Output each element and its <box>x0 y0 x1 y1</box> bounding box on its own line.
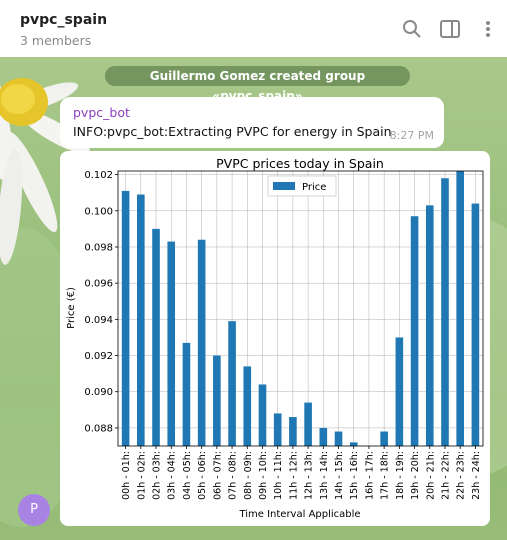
chat-area: Guillermo Gomez created group «pvpc_spai… <box>0 57 507 540</box>
bar <box>319 427 328 446</box>
legend-label: Price <box>302 182 326 193</box>
y-axis-label: Price (€) <box>66 287 77 329</box>
bar <box>273 413 282 446</box>
legend-swatch <box>273 182 295 190</box>
pvpc-chart: PVPC prices today in Spain 0.088 0.090 0.0… <box>66 156 484 520</box>
bar <box>152 228 160 446</box>
x-tick-label: 08h - 09h: <box>243 451 254 500</box>
x-tick-label: 22h - 23h: <box>456 451 467 500</box>
x-tick-label: 03h - 04h: <box>167 451 178 500</box>
x-tick-label: 10h - 11h: <box>273 451 284 500</box>
x-tick-label: 00h - 01h: <box>121 451 132 500</box>
x-tick-label: 17h - 18h: <box>380 451 391 500</box>
x-tick-label: 13h - 14h: <box>319 451 330 500</box>
x-tick-label: 06h - 07h: <box>212 451 223 500</box>
x-tick-label: 23h - 24h: <box>471 451 482 500</box>
y-tick-label: 0.100 <box>84 206 113 217</box>
x-tick-label: 20h - 21h: <box>425 451 436 500</box>
member-count: 3 members <box>20 33 92 48</box>
chat-title[interactable]: pvpc_spain <box>20 12 108 28</box>
more-vertical-icon[interactable] <box>477 18 499 40</box>
chart-legend: Price <box>267 175 337 197</box>
service-message: Guillermo Gomez created group «pvpc_spai… <box>105 66 410 103</box>
message-bubble[interactable]: pvpc_bot INFO:pvpc_bot:Extracting PVPC f… <box>60 97 444 148</box>
x-tick-label: 11h - 12h: <box>288 451 299 500</box>
bar <box>228 321 236 446</box>
bar <box>441 178 449 446</box>
plot-frame <box>117 170 484 447</box>
x-tick-label: 21h - 22h: <box>440 451 451 500</box>
bar <box>167 241 176 446</box>
x-tick-label: 09h - 10h: <box>258 451 269 500</box>
bar <box>380 431 388 446</box>
bar <box>243 366 252 446</box>
y-tick-label: 0.088 <box>84 423 113 434</box>
x-tick-label: 16h - 17h: <box>364 451 375 500</box>
bar <box>425 205 434 446</box>
x-tick-label: 18h - 19h: <box>395 451 406 500</box>
x-tick-label: 14h - 15h: <box>334 451 345 500</box>
x-tick-label: 07h - 08h: <box>228 451 239 500</box>
bar <box>395 337 404 446</box>
bar <box>197 239 206 446</box>
sidebar-toggle-icon[interactable] <box>439 18 461 40</box>
y-tick-label: 0.102 <box>84 170 113 181</box>
bar <box>258 384 267 446</box>
y-tick-label: 0.098 <box>84 242 113 253</box>
x-tick-label: 01h - 02h: <box>136 451 147 500</box>
bar <box>289 417 297 446</box>
daisy-flower-decoration <box>0 62 90 265</box>
x-tick-label: 15h - 16h: <box>349 451 360 500</box>
y-tick-label: 0.092 <box>84 351 113 362</box>
x-tick-label: 05h - 06h: <box>197 451 208 500</box>
x-tick-label: 12h - 13h: <box>304 451 315 500</box>
search-icon[interactable] <box>401 18 423 40</box>
chat-header: pvpc_spain 3 members <box>0 0 507 58</box>
bar <box>121 190 130 446</box>
bar <box>334 431 343 446</box>
bar <box>410 216 419 446</box>
bar <box>349 442 358 446</box>
message-time: 8:27 PM <box>389 129 434 142</box>
bar <box>137 194 145 446</box>
x-tick-label: 04h - 05h: <box>182 451 193 500</box>
bar <box>471 203 480 446</box>
bar <box>304 402 312 446</box>
bar <box>182 342 191 446</box>
bar <box>213 355 221 446</box>
message-text: INFO:pvpc_bot:Extracting PVPC for energy… <box>73 124 392 139</box>
x-tick-label: 02h - 03h: <box>152 451 163 500</box>
sender-name[interactable]: pvpc_bot <box>73 105 130 120</box>
x-tick-label: 19h - 20h: <box>410 451 421 500</box>
y-tick-label: 0.094 <box>84 315 113 326</box>
bar <box>456 171 464 446</box>
avatar[interactable]: P <box>18 494 50 526</box>
chart-image-message[interactable]: PVPC prices today in Spain 0.088 0.090 0.0… <box>60 151 490 526</box>
y-tick-label: 0.090 <box>84 387 113 398</box>
chart-title: PVPC prices today in Spain <box>216 156 384 171</box>
y-tick-label: 0.096 <box>84 279 113 290</box>
x-axis-label: Time Interval Applicable <box>238 509 360 520</box>
